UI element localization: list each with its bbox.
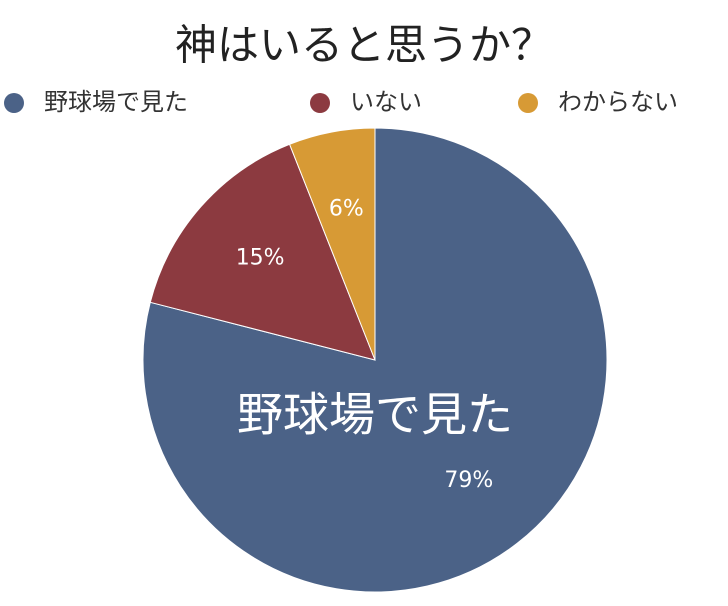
slice-name-label: 野球場で見た <box>237 388 513 442</box>
value-label: 15% <box>236 246 285 271</box>
legend-marker <box>310 93 330 113</box>
value-label: 79% <box>444 468 493 493</box>
legend-marker <box>4 93 24 113</box>
legend-label: いない <box>350 88 422 116</box>
legend: 野球場で見た いない わからない <box>4 88 678 116</box>
chart-title: 神はいると思うか？ <box>175 21 553 70</box>
pie-slice <box>149 143 376 361</box>
value-label: 6% <box>329 197 364 222</box>
pie-slice <box>288 127 376 361</box>
legend-label: 野球場で見た <box>44 88 188 116</box>
legend-label: わからない <box>558 88 678 116</box>
pie: 79% 15% 6% <box>142 127 608 593</box>
legend-marker <box>518 93 538 113</box>
